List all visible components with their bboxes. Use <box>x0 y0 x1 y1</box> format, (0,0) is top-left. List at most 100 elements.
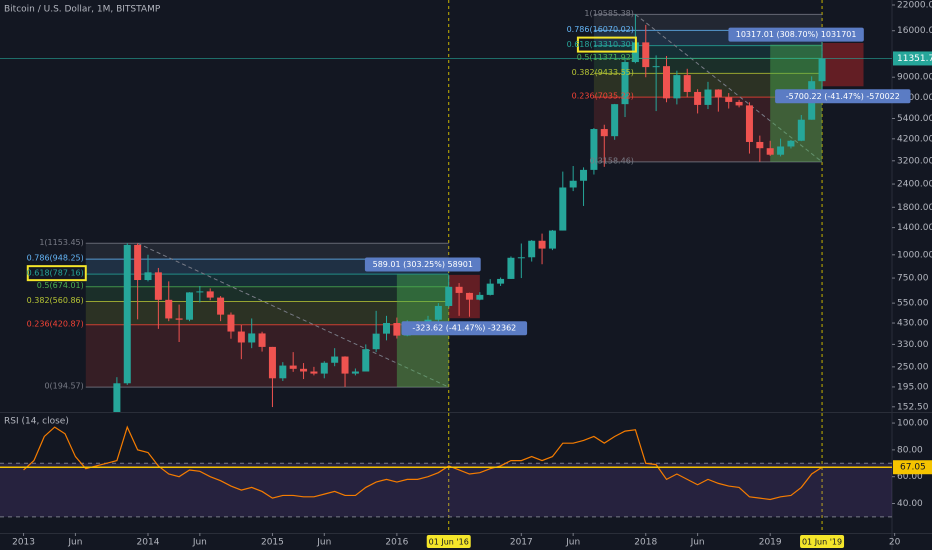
y-tick-label: 550.00 <box>897 299 929 309</box>
y-tick-label: 250.00 <box>897 362 929 372</box>
candle-body <box>310 371 318 374</box>
x-tick-label: 2017 <box>510 538 533 548</box>
candle-body <box>134 244 142 281</box>
candle-body <box>497 278 505 284</box>
y-tick-label: 2400.00 <box>897 180 932 190</box>
x-tick-label: 20 <box>889 538 901 548</box>
x-tick-label: 2015 <box>261 538 284 548</box>
price-pane <box>0 0 892 412</box>
measure-label-box <box>364 257 481 272</box>
rsi-band <box>0 463 892 517</box>
x-tick-label: 2014 <box>137 538 160 548</box>
rsi-y-tick-label: 100.00 <box>897 419 929 429</box>
measure-box <box>448 274 480 319</box>
measure-label-box <box>775 89 911 104</box>
candle-body <box>154 272 162 300</box>
fib-zone <box>85 324 449 388</box>
candle-body <box>196 291 204 293</box>
candle-body <box>123 244 131 384</box>
candle-body <box>694 91 702 105</box>
fib-label: 0.5(674.01) <box>37 281 84 290</box>
x-tick-label: 2016 <box>385 538 408 548</box>
y-tick-label: 5400.00 <box>897 114 932 124</box>
x-tick-label: 2019 <box>759 538 782 548</box>
measure-label: 10317.01 (308.70%) 1031701 <box>736 30 857 39</box>
candle-body <box>507 257 515 279</box>
candle-body <box>217 297 225 315</box>
axes: 152.50 195.00 250.00 330.00 430.00 550.00 750.… <box>12 0 932 548</box>
fib-zone <box>85 301 449 325</box>
candle-body <box>569 180 577 188</box>
candle-body <box>144 272 152 281</box>
fib-zone <box>593 45 823 59</box>
rsi-last-label: 67.05 <box>900 463 926 473</box>
rsi-pane <box>0 413 892 533</box>
fib-label: 0.5(11371.92) <box>577 53 634 62</box>
candle-body <box>590 129 598 170</box>
fib-highlight <box>576 36 637 53</box>
x-tick-label: Jun <box>192 538 207 548</box>
candle-body <box>331 356 339 363</box>
y-tick-label: 22000.00 <box>897 0 932 10</box>
rsi-line <box>23 425 823 501</box>
y-tick-label: 1000.00 <box>897 250 932 260</box>
last-price-box <box>893 51 932 66</box>
candle-body <box>455 286 463 293</box>
candle-body <box>683 75 691 92</box>
candle-body <box>227 314 235 332</box>
fib-label: 0.618(787.16) <box>27 269 84 278</box>
candle-body <box>486 283 494 295</box>
candle-body <box>445 286 453 306</box>
measure-label-box <box>401 321 528 336</box>
x-tick-label: Jun <box>565 538 580 548</box>
rsi-last-box <box>893 460 932 475</box>
candle-body <box>818 58 826 82</box>
candle-body <box>351 371 359 374</box>
fib-label: 1(19585.38) <box>584 9 634 18</box>
candle-body <box>559 187 567 231</box>
y-tick-label: 750.00 <box>897 274 929 284</box>
measure-label: -5700.22 (-41.47%) -570022 <box>786 92 900 101</box>
rsi-y-tick-label: 40.00 <box>897 499 923 509</box>
last-price-label: 11351.71 <box>897 54 932 64</box>
y-tick-label: 152.50 <box>897 402 929 412</box>
trend-line <box>137 242 449 388</box>
candle-body <box>777 146 785 155</box>
candle-body <box>393 323 401 336</box>
candle-body <box>465 292 473 300</box>
y-tick-label: 7000.00 <box>897 93 932 103</box>
candle-body <box>663 66 670 99</box>
date-marker-box <box>426 535 471 548</box>
candle-body <box>725 97 733 102</box>
candle-body <box>548 230 556 249</box>
candle-body <box>538 240 546 249</box>
candle-body <box>652 66 660 68</box>
candle-body <box>600 129 608 137</box>
candle-body <box>766 148 774 155</box>
candle-body <box>621 62 629 105</box>
candle-body <box>476 294 484 300</box>
candle-body <box>320 362 328 374</box>
candle-body <box>735 101 743 106</box>
fib-label: 0(194.57) <box>44 382 83 391</box>
candle-body <box>362 349 370 372</box>
measure-label-box <box>728 27 864 42</box>
y-tick-label: 1400.00 <box>897 223 932 233</box>
x-tick-label: Jun <box>690 538 705 548</box>
fib-zone <box>85 286 449 302</box>
candle-body <box>434 305 442 320</box>
y-tick-label: 3200.00 <box>897 156 932 166</box>
y-tick-label: 330.00 <box>897 340 929 350</box>
measure-box <box>822 43 864 87</box>
fib-label: 1(1153.45) <box>39 238 83 247</box>
y-tick-label: 4200.00 <box>897 134 932 144</box>
fib-label: 0.786(16070.02) <box>567 25 634 34</box>
x-tick-label: 2013 <box>12 538 35 548</box>
candle-body <box>165 299 173 319</box>
chart-title: Bitcoin / U.S. Dollar, 1M, BITSTAMP <box>4 5 161 15</box>
candle-body <box>206 291 214 298</box>
y-tick-label: 9000.00 <box>897 73 932 83</box>
candle-body <box>528 240 536 258</box>
candle-body <box>611 104 619 137</box>
candle-body <box>289 365 297 369</box>
